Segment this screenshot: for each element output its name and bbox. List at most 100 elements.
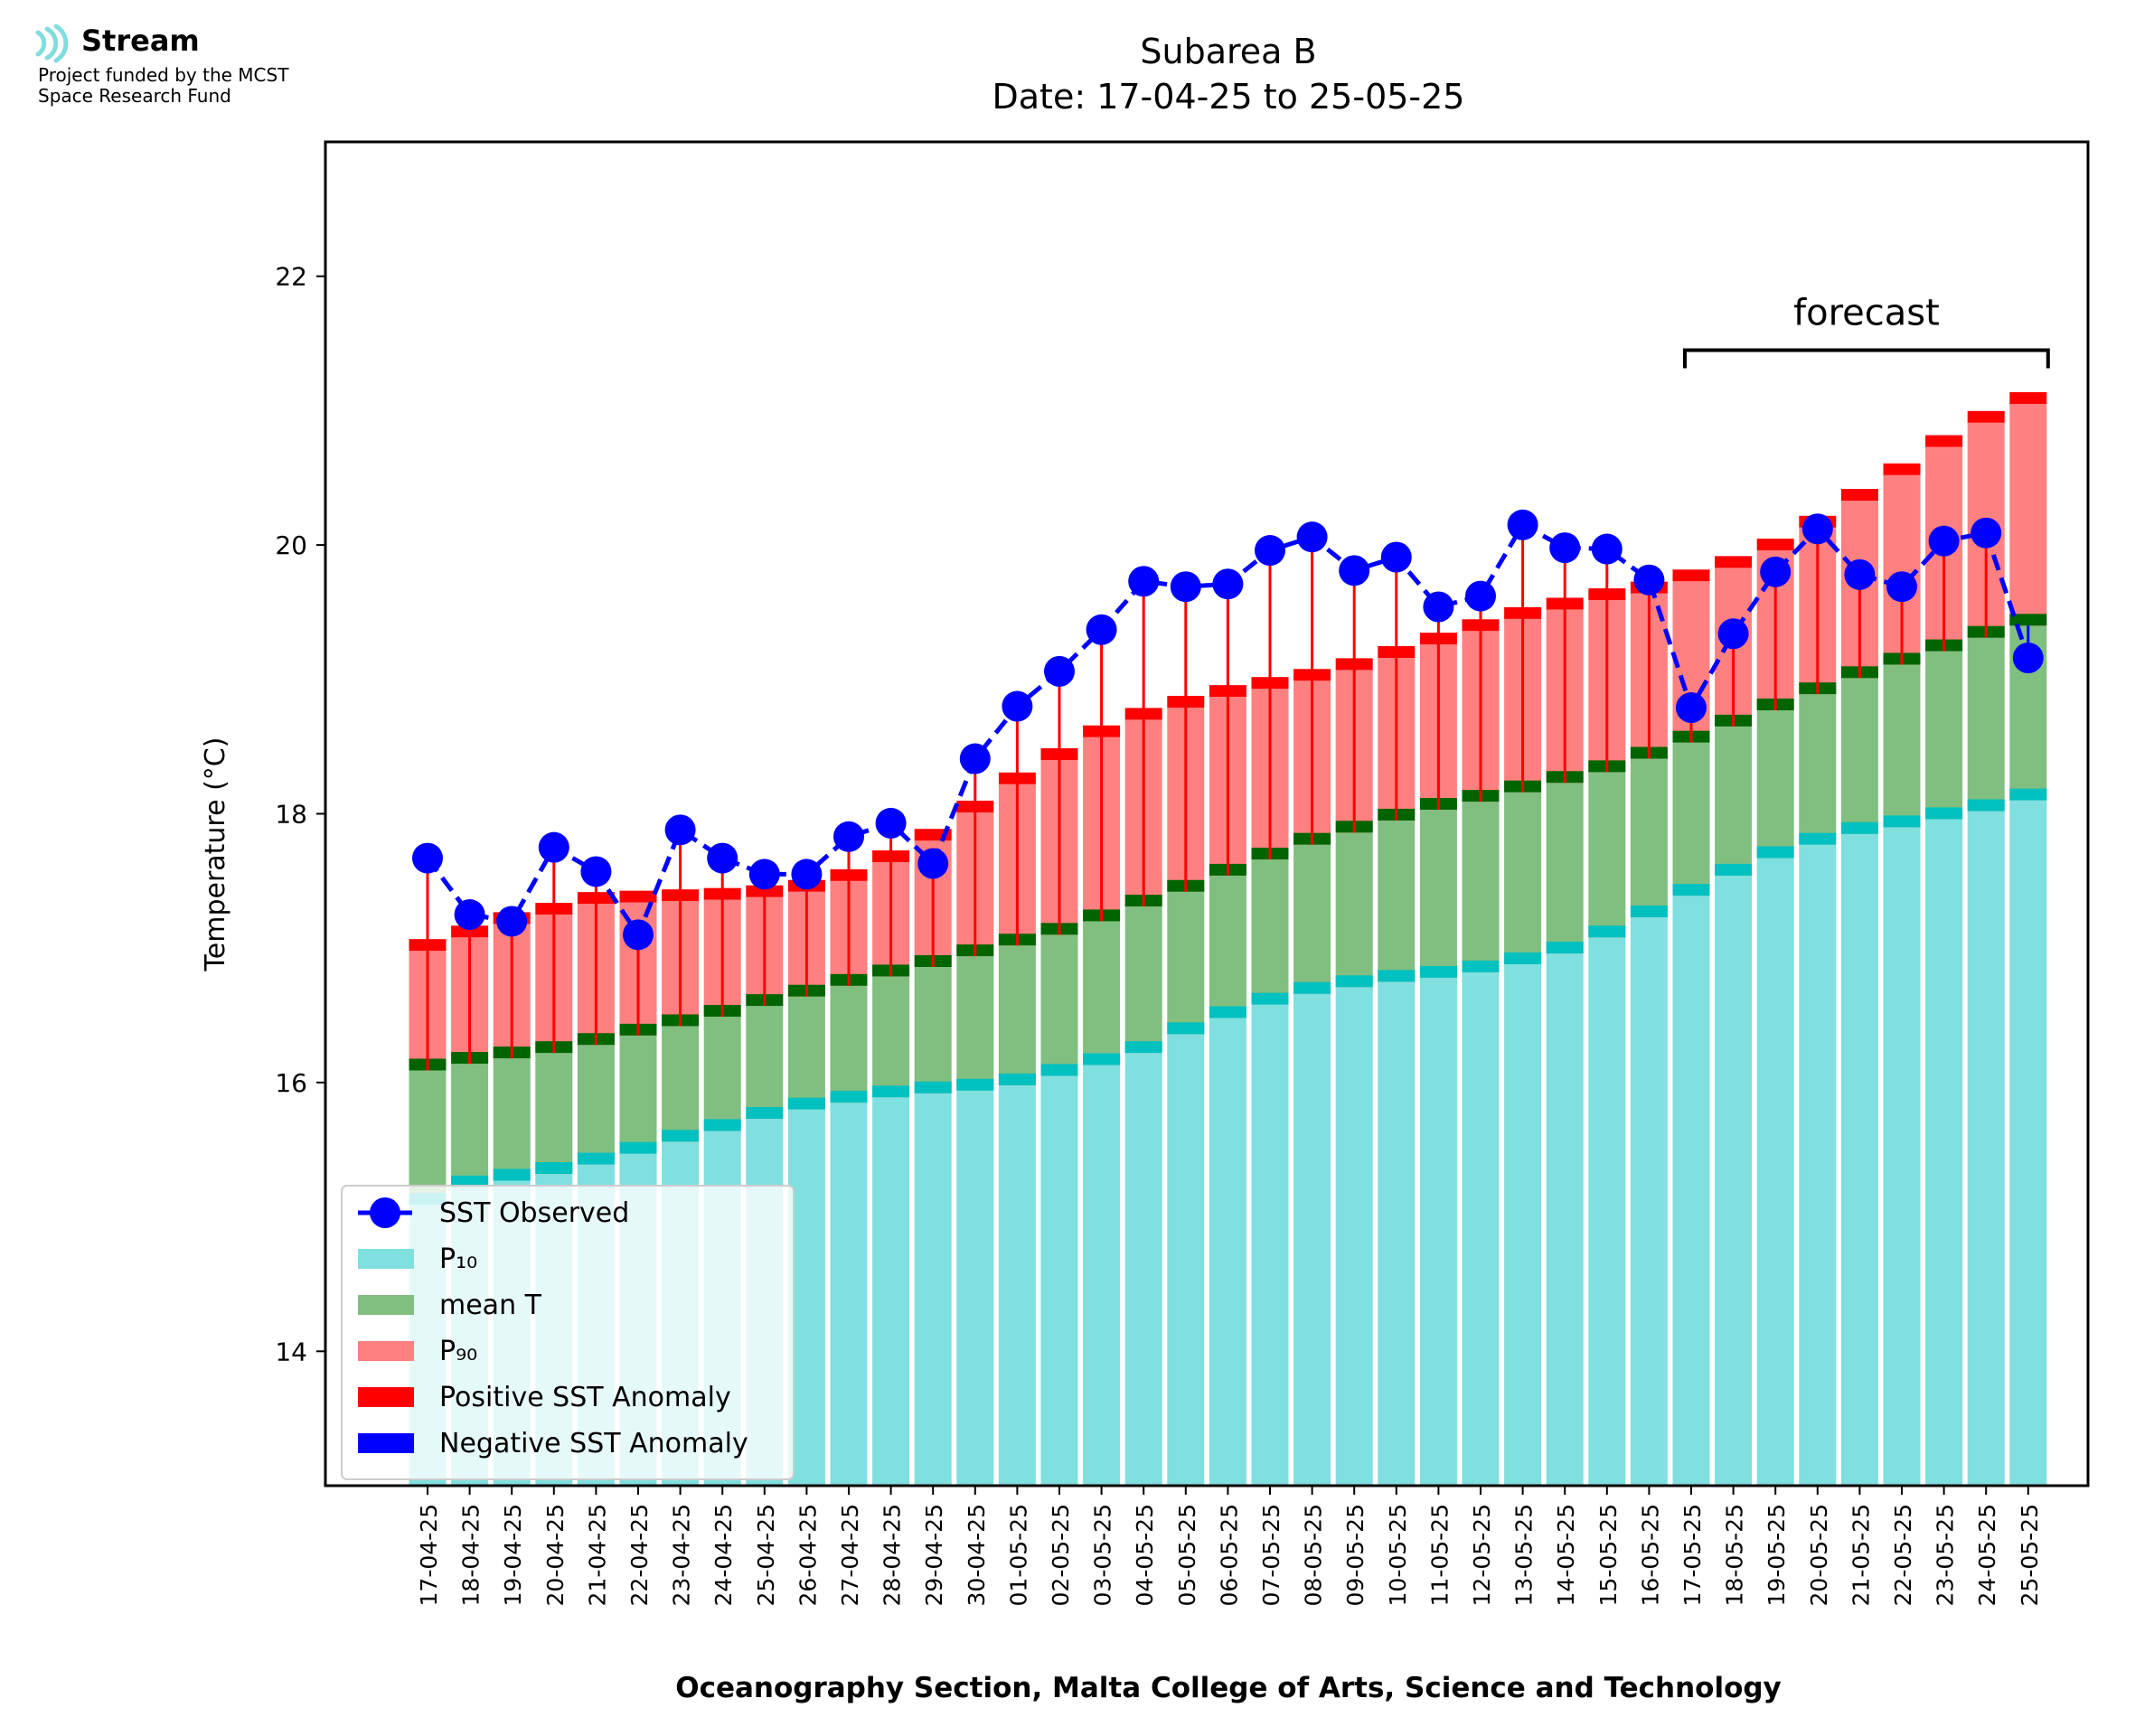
p10-cap: [1546, 942, 1584, 954]
p10-cap: [1756, 846, 1794, 859]
x-tick-label: 20-04-25: [542, 1504, 569, 1606]
x-tick-label: 28-04-25: [879, 1504, 906, 1606]
p10-cap: [2009, 788, 2047, 801]
sst-observed-point: [412, 842, 443, 874]
p10-cap: [1715, 863, 1753, 876]
p10-bar: [956, 1090, 994, 1486]
p90-cap: [1672, 569, 1710, 582]
x-tick-label: 30-04-25: [964, 1504, 990, 1606]
sst-observed-point: [1886, 571, 1917, 603]
p10-bar: [1419, 977, 1457, 1486]
p90-cap: [2009, 391, 2047, 404]
sst-observed-point: [1633, 564, 1665, 596]
x-tick-label: 07-05-25: [1258, 1504, 1284, 1606]
p10-cap: [1462, 960, 1500, 972]
x-tick-label: 29-04-25: [921, 1504, 947, 1606]
p90-cap: [1925, 435, 1963, 447]
x-tick-label: 18-04-25: [458, 1504, 484, 1606]
p10-cap: [1209, 1006, 1246, 1018]
sst-observed-point: [917, 848, 949, 879]
sst-observed-point: [1002, 690, 1033, 722]
p10-cap: [1335, 975, 1373, 988]
y-tick-label: 20: [275, 530, 307, 560]
sst-observed-point: [875, 807, 907, 839]
p10-bar: [1251, 1004, 1289, 1486]
x-axis-label: Oceanography Section, Malta College of A…: [675, 1672, 1782, 1704]
mean-bar: [451, 1064, 489, 1187]
p90-cap: [1967, 410, 2005, 423]
legend-label: mean T: [439, 1290, 542, 1321]
sst-observed-point: [791, 859, 823, 890]
p10-cap: [1588, 925, 1626, 938]
mean-bar: [914, 967, 952, 1093]
p10-cap: [1504, 952, 1542, 965]
p10-cap: [1083, 1053, 1121, 1065]
x-tick-label: 23-05-25: [1933, 1504, 1959, 1606]
logo-title: Stream: [81, 23, 200, 58]
mean-bar: [1419, 810, 1457, 978]
p10-cap: [1167, 1022, 1205, 1035]
sst-observed-line-layer: [412, 509, 2044, 951]
x-tick-label: 25-04-25: [753, 1504, 779, 1606]
legend-label: Negative SST Anomaly: [439, 1428, 748, 1459]
chart-title: Subarea B: [1140, 32, 1316, 71]
mean-bar: [746, 1006, 784, 1120]
mean-bar: [619, 1035, 657, 1154]
p10-cap: [1967, 799, 2005, 812]
sst-observed-point: [1339, 555, 1370, 586]
x-tick-label: 11-05-25: [1426, 1504, 1453, 1606]
x-tick-label: 01-05-25: [1005, 1504, 1031, 1606]
sst-observed-point: [538, 831, 569, 863]
p10-cap: [746, 1107, 784, 1120]
mean-bar: [1124, 906, 1162, 1054]
sst-observed-point: [496, 906, 528, 937]
p10-bar: [1588, 937, 1626, 1486]
mean-bar: [998, 945, 1036, 1085]
sst-observed-point: [1928, 525, 1960, 557]
p10-bar: [1799, 844, 1837, 1486]
p10-cap: [577, 1152, 615, 1165]
forecast-bracket: [1683, 348, 2050, 369]
mean-bar: [1504, 792, 1542, 965]
x-tick-label: 10-05-25: [1385, 1504, 1411, 1606]
mean-bar: [1040, 934, 1078, 1076]
mean-bar: [1588, 772, 1626, 938]
logo-subtitle-line1: Project funded by the MCST: [38, 64, 289, 86]
legend-swatch: [358, 1295, 414, 1315]
p10-bar: [1083, 1065, 1121, 1486]
p10-bar: [1715, 875, 1753, 1486]
p10-cap: [1672, 884, 1710, 896]
legend-label: SST Observed: [439, 1197, 629, 1229]
mean-bar: [1167, 891, 1205, 1035]
sst-observed-point: [1212, 568, 1244, 600]
sst-observed-point: [1549, 532, 1581, 564]
sst-observed-point: [664, 814, 696, 846]
x-tick-label: 22-05-25: [1890, 1504, 1916, 1606]
sst-observed-point: [1676, 692, 1707, 724]
p10-cap: [1840, 821, 1878, 834]
p10-cap: [1124, 1041, 1162, 1054]
p10-bar: [1840, 833, 1878, 1486]
p90-cap: [1756, 539, 1794, 551]
mean-bar: [1925, 651, 1963, 820]
mean-bar: [535, 1053, 573, 1175]
p10-cap: [1378, 970, 1416, 982]
p10-bar: [914, 1093, 952, 1486]
sst-observed-point: [623, 919, 654, 951]
p90-cap: [1715, 556, 1753, 568]
mean-bar: [1378, 820, 1416, 982]
y-tick-label: 16: [275, 1068, 307, 1098]
legend-swatch-marker: [370, 1197, 400, 1228]
x-tick-label: 09-05-25: [1342, 1504, 1369, 1606]
mean-bar: [830, 985, 868, 1103]
x-tick-label: 17-04-25: [416, 1504, 442, 1606]
mean-bar: [703, 1017, 741, 1131]
x-tick-label: 26-04-25: [795, 1504, 821, 1606]
mean-bar: [409, 1070, 447, 1206]
logo-subtitle-line2: Space Research Fund: [38, 85, 231, 107]
p10-bar: [1209, 1018, 1246, 1486]
p10-bar: [830, 1103, 868, 1486]
x-tick-label: 24-05-25: [1974, 1504, 2000, 1606]
mean-bar: [662, 1026, 700, 1142]
sst-observed-point: [1507, 509, 1538, 540]
